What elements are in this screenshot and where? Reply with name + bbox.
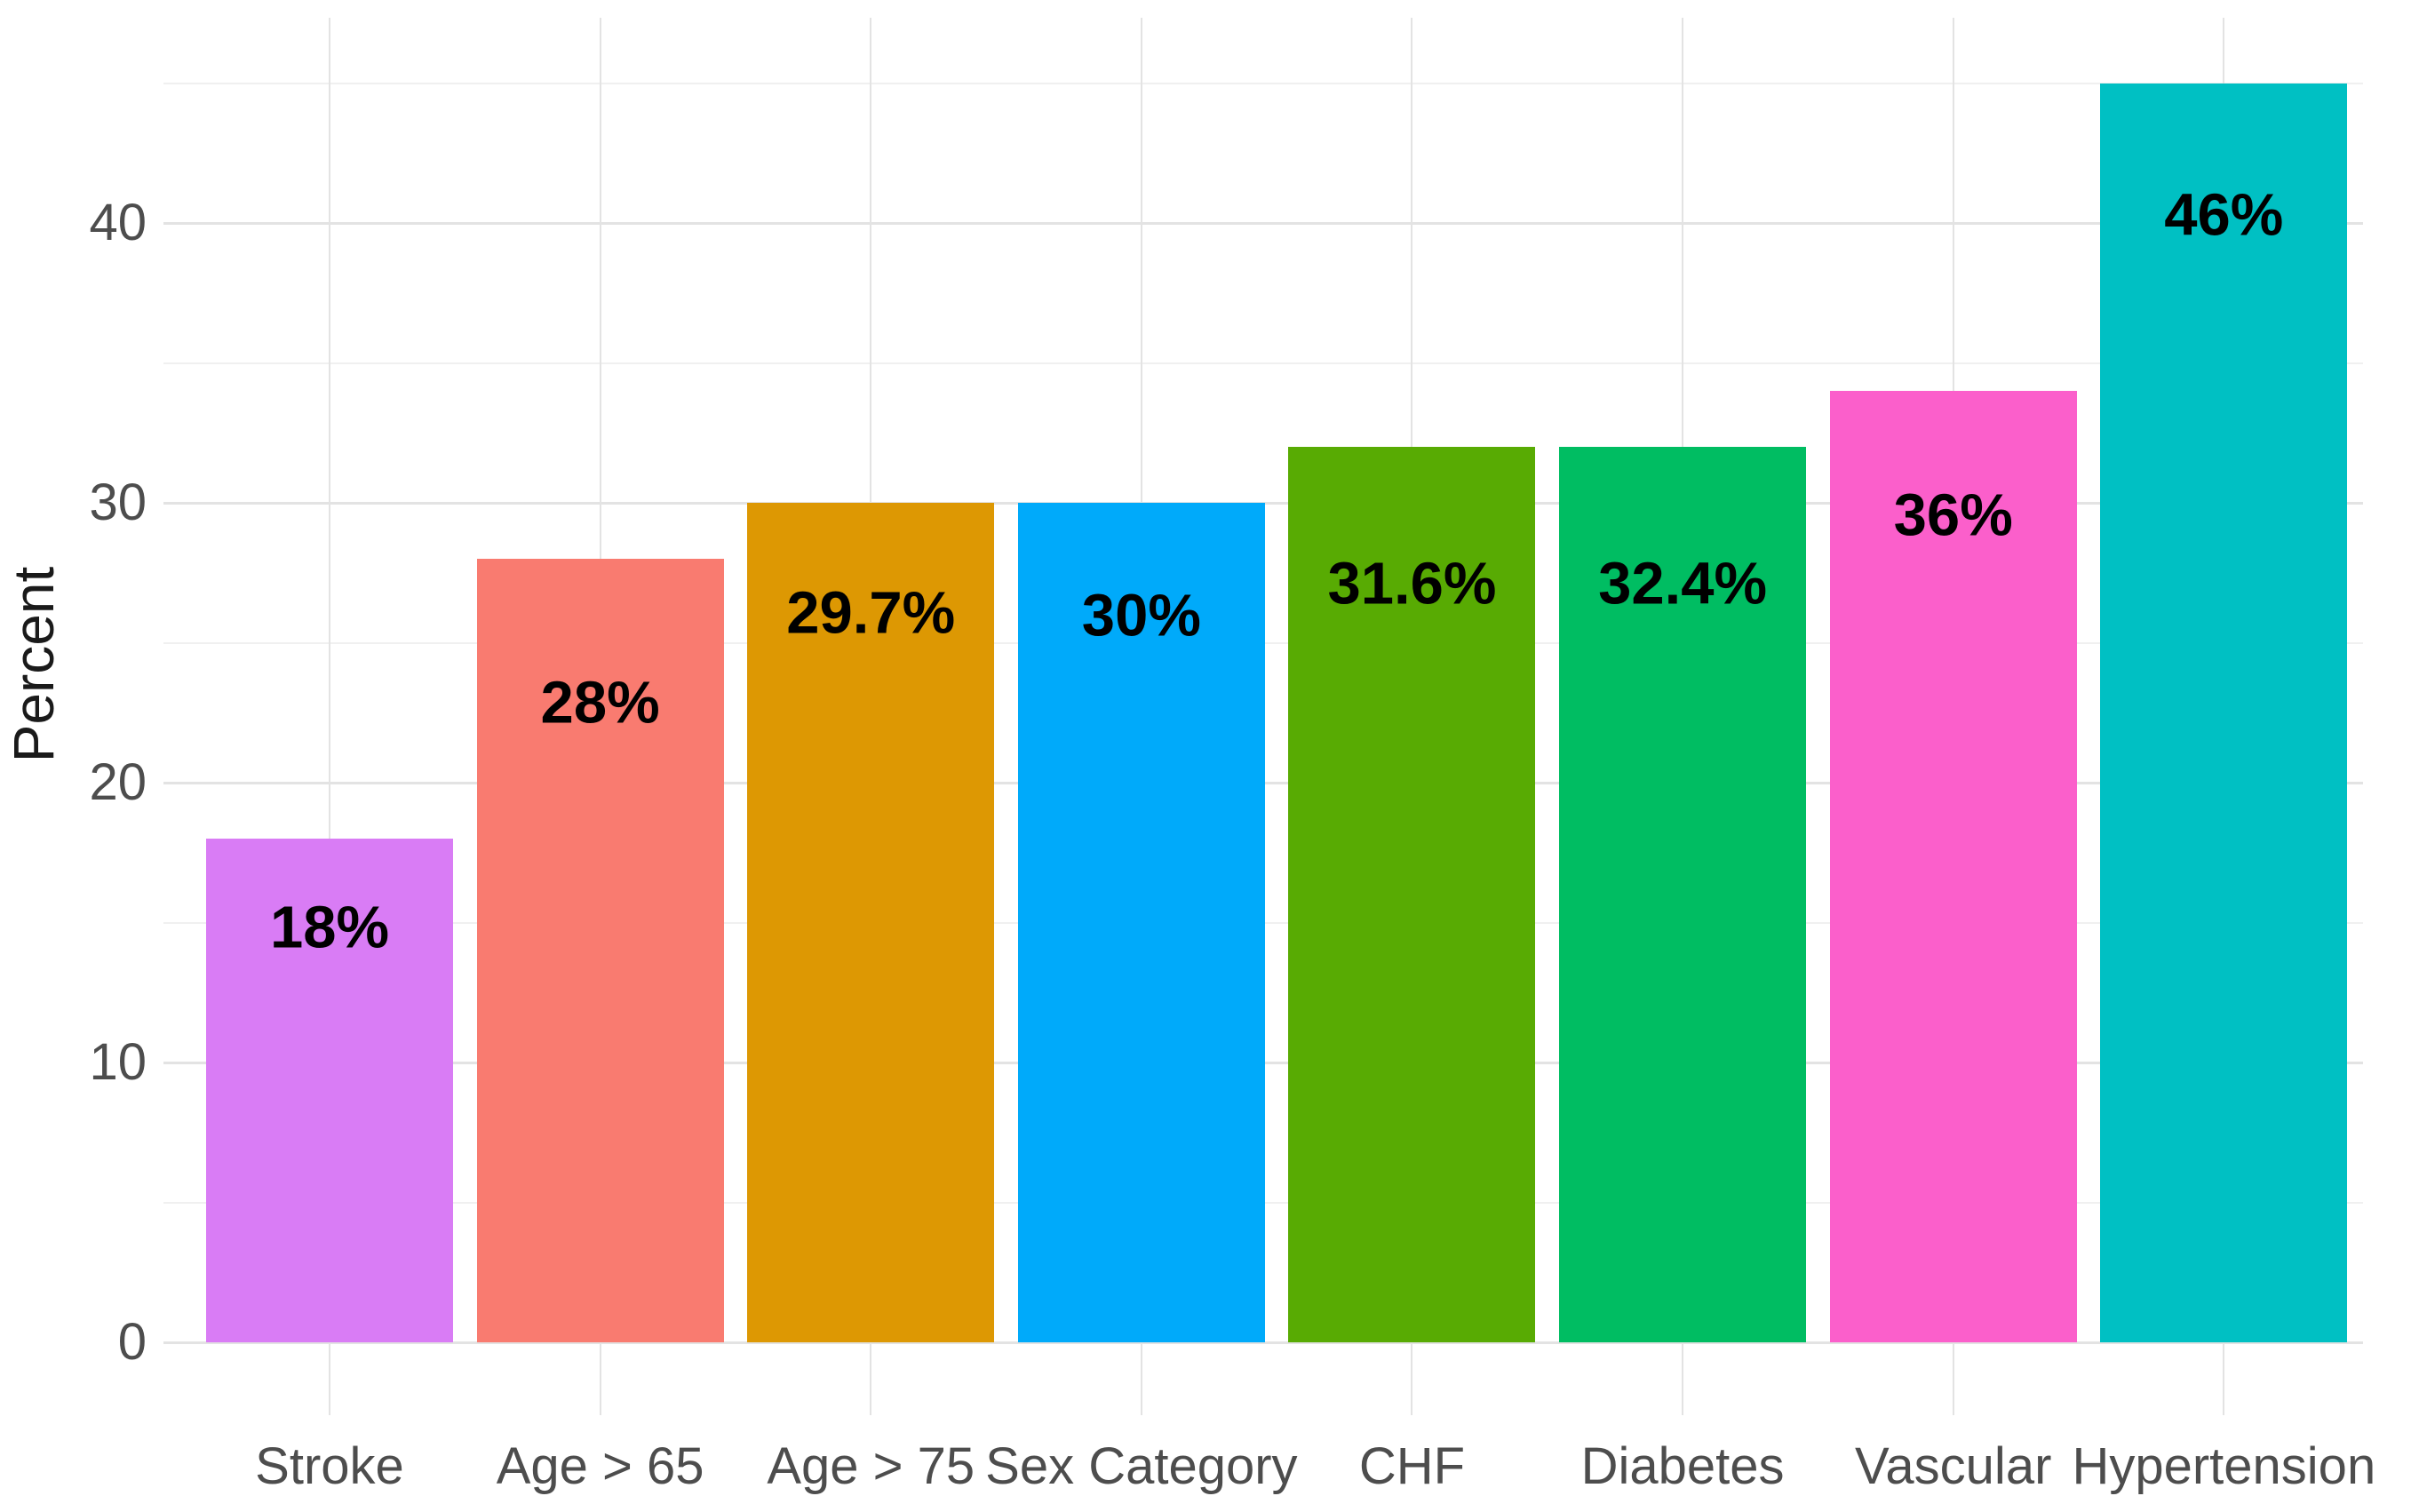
- x-axis-tick-label: Hypertension: [2072, 1437, 2376, 1495]
- bar-value-label: 36%: [1893, 481, 2013, 549]
- x-axis-tick-label: CHF: [1358, 1437, 1466, 1495]
- y-minor-gridline: [163, 82, 2363, 84]
- bar-value-label: 30%: [1081, 582, 1201, 649]
- y-major-gridline: [163, 1341, 2363, 1344]
- y-axis-tick-label: 10: [89, 1033, 147, 1091]
- x-axis-tick-label: Sex Category: [985, 1437, 1298, 1495]
- y-axis-tick-label: 30: [89, 473, 147, 531]
- y-axis-tick-label: 40: [89, 194, 147, 251]
- bar-diabetes: [1559, 447, 1807, 1342]
- x-axis-tick-label: Stroke: [255, 1437, 404, 1495]
- y-axis-tick-label: 20: [89, 753, 147, 811]
- x-axis-tick-label: Age > 75: [767, 1437, 975, 1495]
- bar-stroke: [206, 839, 453, 1342]
- x-category-gridline: [329, 18, 330, 1415]
- bar-vascular: [1829, 391, 2077, 1342]
- bar-chf: [1288, 447, 1536, 1342]
- bar-value-label: 28%: [540, 669, 660, 736]
- bar-age-65: [476, 559, 724, 1342]
- y-major-gridline: [163, 221, 2363, 225]
- x-axis-tick-label: Diabetes: [1580, 1437, 1785, 1495]
- bar-age-75: [747, 503, 995, 1342]
- bar-value-label: 32.4%: [1598, 550, 1768, 617]
- bar-value-label: 46%: [2164, 181, 2284, 248]
- bar-value-label: 31.6%: [1327, 550, 1497, 617]
- x-axis-tick-label: Vascular: [1855, 1437, 2052, 1495]
- bar-value-label: 29.7%: [786, 579, 956, 647]
- y-axis-tick-label: 0: [117, 1313, 147, 1371]
- bar-value-label: 18%: [269, 894, 390, 961]
- y-minor-gridline: [163, 362, 2363, 364]
- bar-hypertension: [2100, 83, 2348, 1342]
- bar-sex-category: [1017, 503, 1265, 1342]
- x-axis-tick-label: Age > 65: [496, 1437, 704, 1495]
